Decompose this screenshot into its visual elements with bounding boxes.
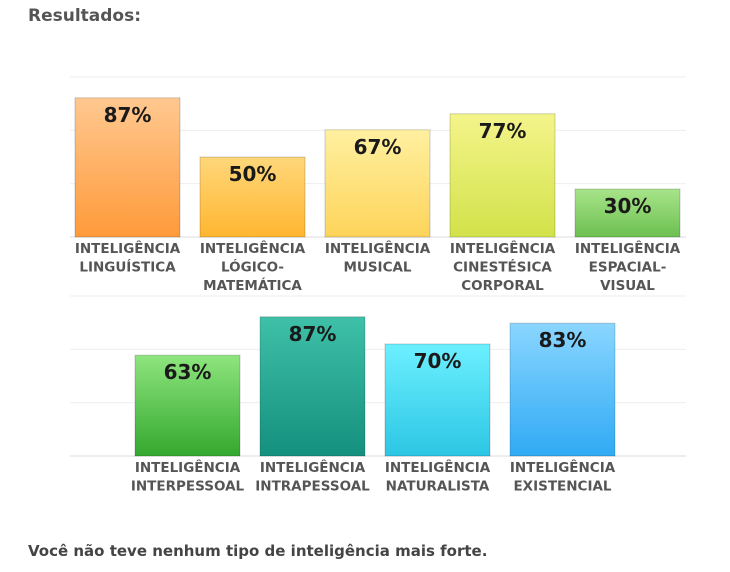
bar-value-label: 70% [414,349,462,373]
chart-bottom: 63% INTELIGÊNCIA INTERPESSOAL 87% INTELIGÊNC… [70,295,686,495]
bar [199,156,306,238]
category-label: INTELIGÊNCIA [325,240,431,257]
category-label: MUSICAL [343,260,411,276]
bar-value-label: 87% [289,322,337,346]
category-label: INTELIGÊNCIA [75,240,181,257]
category-label: MATEMÁTICA [203,277,302,294]
category-label: LÓGICO- [221,258,284,276]
bar [324,129,431,238]
bar-value-label: 77% [479,119,527,143]
category-label: INTELIGÊNCIA [200,240,306,257]
category-label: INTELIGÊNCIA [260,459,366,476]
bar [574,188,681,238]
bar [74,97,181,238]
category-label: INTELIGÊNCIA [385,459,491,476]
category-label: INTELIGÊNCIA [450,240,556,257]
category-label: INTELIGÊNCIA [510,459,616,476]
bar [384,343,491,457]
category-label: LINGUÍSTICA [79,259,176,276]
bar [449,113,556,238]
category-label: INTRAPESSOAL [255,479,370,495]
category-label: INTERPESSOAL [131,479,245,495]
bar-value-label: 87% [104,103,152,127]
bar-value-label: 63% [164,360,212,384]
category-label: VISUAL [600,278,655,294]
bar [134,354,241,457]
category-label: INTELIGÊNCIA [575,240,681,257]
results-heading: Resultados: [28,6,142,26]
chart-top: 87% INTELIGÊNCIA LINGUÍSTICA 50% INTELIGÊNCI… [70,76,686,294]
category-label: NATURALISTA [386,479,490,495]
bar [259,316,366,457]
result-summary: Você não teve nenhum tipo de inteligênci… [28,542,488,560]
bar-value-label: 30% [604,194,652,218]
category-label: EXISTENCIAL [513,479,611,495]
category-label: INTELIGÊNCIA [135,459,241,476]
category-label: CORPORAL [461,278,544,294]
bar [509,322,616,457]
category-label: CINESTÉSICA [453,259,552,276]
bar-value-label: 50% [229,162,277,186]
bar-value-label: 67% [354,135,402,159]
category-label: ESPACIAL- [589,260,667,276]
bar-value-label: 83% [539,328,587,352]
